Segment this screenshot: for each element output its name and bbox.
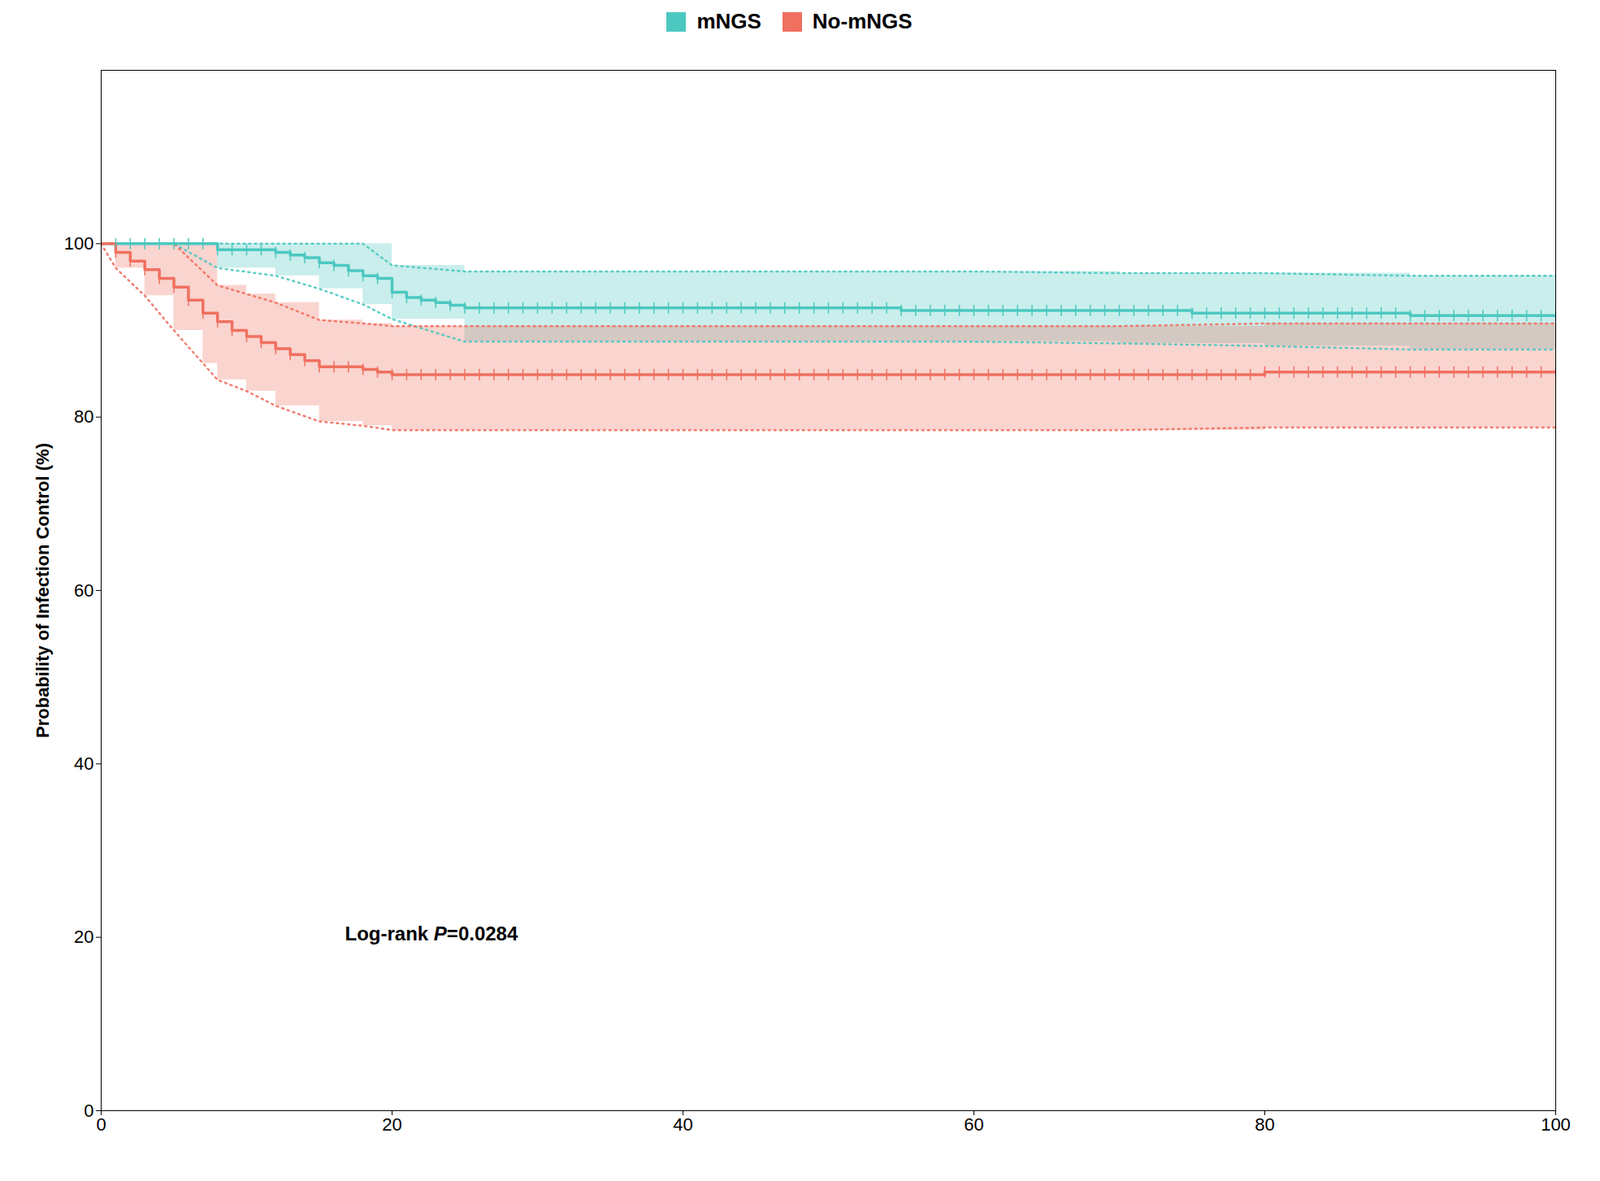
svg-text:40: 40 (73, 753, 94, 774)
svg-text:0: 0 (95, 1114, 106, 1135)
svg-text:Probability of Infection Contr: Probability of Infection Control (%) (32, 442, 53, 738)
svg-text:60: 60 (963, 1114, 984, 1135)
html-text:mNGS: mNGS (696, 8, 762, 34)
svg-text:60: 60 (73, 580, 94, 601)
svg-text:100: 100 (64, 233, 95, 254)
svg-text:0: 0 (83, 1100, 94, 1121)
svg-text:20: 20 (381, 1114, 402, 1135)
svg-text:80: 80 (1254, 1114, 1275, 1135)
svg-text:40: 40 (672, 1114, 693, 1135)
svg-text:100: 100 (1540, 1114, 1571, 1135)
svg-text:20: 20 (73, 926, 94, 947)
svg-text:80: 80 (73, 406, 94, 427)
svg-text:Log-rank P=0.0284: Log-rank P=0.0284 (345, 922, 519, 945)
html-text:No-mNGS: No-mNGS (812, 8, 913, 34)
